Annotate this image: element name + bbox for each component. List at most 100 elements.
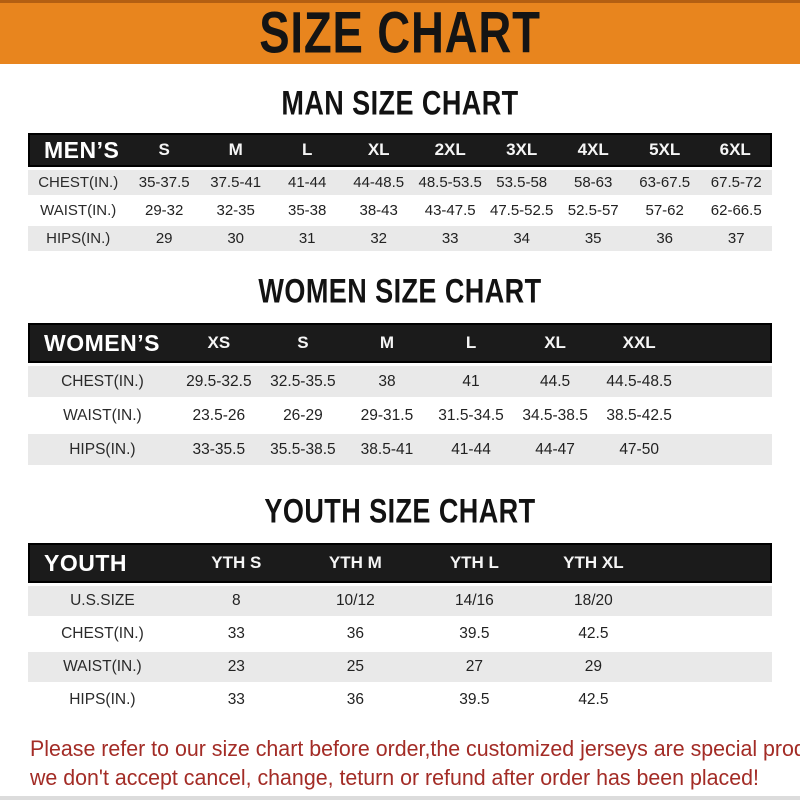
men-column-header: 5XL [628,133,701,167]
size-cell: 10/12 [295,586,415,616]
spacer-cell [681,323,772,363]
spacer-cell [652,586,772,616]
men-column-header: 6XL [700,133,772,167]
youth-section-heading: YOUTH SIZE CHART [264,491,536,530]
size-cell: 35.5-38.5 [260,434,345,465]
women-column-header: S [260,323,345,363]
row-label: CHEST(IN.) [28,366,177,397]
size-cell: 38 [344,366,429,397]
size-cell: 36 [295,619,415,649]
women-table-header-row: WOMEN’S XS S M L XL XXL [28,323,772,363]
size-cell: 41 [428,366,514,397]
size-cell: 32.5-35.5 [260,366,345,397]
row-label: U.S.SIZE [28,586,177,616]
size-cell: 35-38 [271,198,343,223]
man-section-heading: MAN SIZE CHART [281,83,519,122]
size-cell: 42.5 [533,685,653,715]
size-cell: 47.5-52.5 [485,198,558,223]
size-cell: 29.5-32.5 [176,366,261,397]
size-cell: 38.5-41 [344,434,429,465]
spacer-cell [652,543,772,583]
bottom-divider [0,796,800,800]
size-cell: 31 [271,226,343,251]
size-cell: 23.5-26 [176,400,261,431]
row-label: WAIST(IN.) [28,652,177,682]
youth-table-title: YOUTH [28,543,177,583]
size-cell: 34.5-38.5 [513,400,598,431]
size-cell: 38-43 [342,198,415,223]
youth-column-header: YTH XL [533,543,653,583]
men-chest-row: CHEST(IN.) 35-37.5 37.5-41 41-44 44-48.5… [28,170,772,195]
size-cell: 47-50 [597,434,682,465]
row-label: WAIST(IN.) [28,400,177,431]
spacer-cell [681,434,772,465]
youth-chest-row: CHEST(IN.) 33 36 39.5 42.5 [28,619,772,649]
women-column-header: M [344,323,429,363]
size-cell: 43-47.5 [414,198,486,223]
size-cell: 39.5 [414,619,534,649]
size-cell: 23 [176,652,296,682]
youth-size-table: YOUTH YTH S YTH M YTH L YTH XL U.S.SIZE … [28,540,772,718]
size-cell: 25 [295,652,415,682]
disclaimer-line-1: Please refer to our size chart before or… [30,736,800,761]
spacer-cell [652,619,772,649]
women-chest-row: CHEST(IN.) 29.5-32.5 32.5-35.5 38 41 44.… [28,366,772,397]
youth-table-header-row: YOUTH YTH S YTH M YTH L YTH XL [28,543,772,583]
size-cell: 14/16 [414,586,534,616]
size-cell: 29-31.5 [344,400,429,431]
size-cell: 52.5-57 [557,198,629,223]
size-cell: 44-48.5 [342,170,415,195]
youth-hips-row: HIPS(IN.) 33 36 39.5 42.5 [28,685,772,715]
women-size-table: WOMEN’S XS S M L XL XXL CHEST(IN.) 29.5-… [28,320,772,468]
youth-ussize-row: U.S.SIZE 8 10/12 14/16 18/20 [28,586,772,616]
size-cell: 63-67.5 [628,170,701,195]
size-cell: 41-44 [271,170,343,195]
size-cell: 29 [533,652,653,682]
size-cell: 62-66.5 [700,198,772,223]
men-column-header: 4XL [557,133,629,167]
size-cell: 33 [176,619,296,649]
size-cell: 29-32 [128,198,200,223]
size-cell: 33-35.5 [176,434,261,465]
youth-column-header: YTH S [176,543,296,583]
men-column-header: L [271,133,343,167]
women-column-header: XS [176,323,261,363]
size-cell: 36 [295,685,415,715]
men-table-header-row: MEN’S S M L XL 2XL 3XL 4XL 5XL 6XL [28,133,772,167]
size-cell: 35-37.5 [128,170,200,195]
women-column-header: XL [513,323,598,363]
women-hips-row: HIPS(IN.) 33-35.5 35.5-38.5 38.5-41 41-4… [28,434,772,465]
row-label: CHEST(IN.) [28,619,177,649]
men-column-header: S [128,133,200,167]
women-column-header: L [428,323,514,363]
youth-column-header: YTH M [295,543,415,583]
size-cell: 8 [176,586,296,616]
size-cell: 58-63 [557,170,629,195]
men-column-header: 3XL [485,133,558,167]
spacer-cell [681,366,772,397]
size-cell: 32-35 [199,198,272,223]
youth-column-header: YTH L [414,543,534,583]
women-table-title: WOMEN’S [28,323,177,363]
men-column-header: XL [342,133,415,167]
women-section-heading: WOMEN SIZE CHART [258,271,542,310]
size-cell: 37.5-41 [199,170,272,195]
row-label: HIPS(IN.) [28,685,177,715]
size-cell: 18/20 [533,586,653,616]
disclaimer-text: Please refer to our size chart before or… [30,734,800,792]
size-chart-banner: SIZE CHART [0,0,800,64]
women-waist-row: WAIST(IN.) 23.5-26 26-29 29-31.5 31.5-34… [28,400,772,431]
disclaimer-line-2: we don't accept cancel, change, teturn o… [30,765,759,790]
men-hips-row: HIPS(IN.) 29 30 31 32 33 34 35 36 37 [28,226,772,251]
size-cell: 26-29 [260,400,345,431]
row-label: CHEST(IN.) [28,170,129,195]
size-cell: 38.5-42.5 [597,400,682,431]
size-cell: 31.5-34.5 [428,400,514,431]
size-cell: 32 [342,226,415,251]
size-cell: 48.5-53.5 [414,170,486,195]
size-cell: 36 [628,226,701,251]
men-waist-row: WAIST(IN.) 29-32 32-35 35-38 38-43 43-47… [28,198,772,223]
spacer-cell [652,652,772,682]
size-cell: 39.5 [414,685,534,715]
size-cell: 37 [700,226,772,251]
